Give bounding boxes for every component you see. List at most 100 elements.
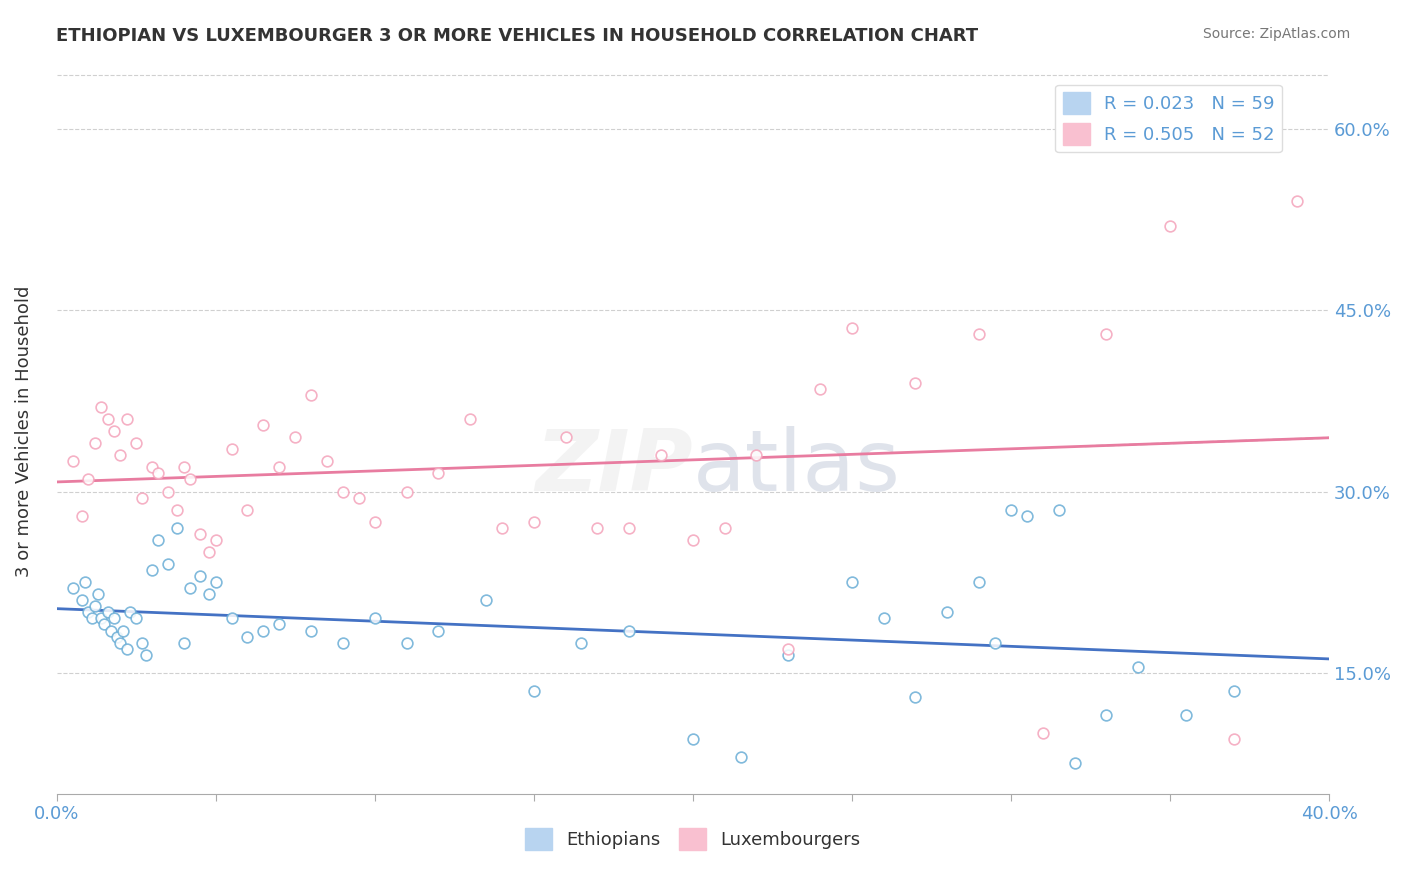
Point (166, 502, 188, 516)
Point (458, 412, 481, 426)
Point (650, 448, 672, 462)
Point (364, 515, 387, 529)
Point (682, 533, 704, 547)
Point (118, 606, 141, 620)
Point (236, 630, 259, 644)
Point (1032, 726, 1054, 740)
Point (269, 460, 291, 475)
Point (83, 436, 105, 450)
Point (87, 587, 110, 601)
Point (148, 467, 170, 481)
Point (198, 545, 221, 559)
Point (1222, 684, 1244, 698)
Point (730, 750, 752, 764)
Point (204, 533, 226, 547)
Point (252, 624, 274, 638)
Point (571, 635, 593, 649)
Point (135, 648, 157, 662)
Point (1222, 732, 1244, 747)
Point (221, 611, 243, 625)
Point (156, 557, 179, 571)
Point (427, 624, 450, 638)
Point (70, 593, 93, 607)
Point (96, 412, 118, 426)
Point (936, 606, 959, 620)
Point (103, 611, 125, 625)
Point (110, 448, 132, 462)
Point (179, 581, 201, 595)
Point (100, 624, 122, 638)
Point (808, 382, 831, 396)
Point (1286, 194, 1309, 209)
Point (1174, 708, 1197, 723)
Point (125, 436, 148, 450)
Point (332, 484, 354, 499)
Point (62, 581, 84, 595)
Point (554, 430, 576, 444)
Legend: R = 0.023   N = 59, R = 0.505   N = 52: R = 0.023 N = 59, R = 0.505 N = 52 (1056, 85, 1282, 153)
Point (841, 575, 863, 590)
Point (1000, 502, 1022, 516)
Point (316, 454, 339, 468)
Point (173, 460, 195, 475)
Point (364, 611, 387, 625)
Point (70, 508, 93, 523)
Point (62, 454, 84, 468)
Point (967, 327, 990, 342)
Point (269, 617, 291, 632)
Point (299, 624, 322, 638)
Point (141, 563, 163, 577)
Point (131, 491, 153, 505)
Point (523, 515, 546, 529)
Point (90, 611, 112, 625)
Point (1095, 708, 1118, 723)
Point (236, 502, 259, 516)
Point (427, 467, 450, 481)
Point (198, 587, 221, 601)
Point (77, 606, 100, 620)
Point (475, 593, 498, 607)
Point (299, 388, 322, 402)
Point (347, 491, 370, 505)
Point (332, 635, 354, 649)
Point (80, 611, 103, 625)
Point (713, 521, 735, 535)
Point (188, 569, 211, 583)
Point (141, 460, 163, 475)
Point (904, 690, 927, 704)
Point (179, 472, 201, 486)
Point (131, 635, 153, 649)
Point (523, 684, 546, 698)
Point (491, 521, 513, 535)
Text: ETHIOPIAN VS LUXEMBOURGER 3 OR MORE VEHICLES IN HOUSEHOLD CORRELATION CHART: ETHIOPIAN VS LUXEMBOURGER 3 OR MORE VEHI… (56, 27, 979, 45)
Point (682, 732, 704, 747)
Text: atlas: atlas (693, 425, 901, 508)
Point (1063, 756, 1085, 771)
Point (252, 418, 274, 433)
Point (115, 412, 138, 426)
Point (115, 641, 138, 656)
Point (110, 635, 132, 649)
Point (75, 575, 97, 590)
Point (90, 400, 112, 414)
Y-axis label: 3 or more Vehicles in Household: 3 or more Vehicles in Household (15, 285, 32, 577)
Point (221, 442, 243, 457)
Point (148, 533, 170, 547)
Text: ZIP: ZIP (536, 425, 693, 508)
Text: Source: ZipAtlas.com: Source: ZipAtlas.com (1202, 27, 1350, 41)
Point (778, 648, 800, 662)
Point (96, 606, 118, 620)
Point (204, 575, 226, 590)
Point (745, 448, 768, 462)
Point (1159, 219, 1181, 233)
Point (984, 635, 1007, 649)
Point (1015, 508, 1038, 523)
Point (93, 617, 115, 632)
Point (83, 599, 105, 614)
Point (841, 321, 863, 335)
Point (1126, 660, 1149, 674)
Point (586, 521, 609, 535)
Point (105, 630, 128, 644)
Point (166, 521, 188, 535)
Point (284, 430, 307, 444)
